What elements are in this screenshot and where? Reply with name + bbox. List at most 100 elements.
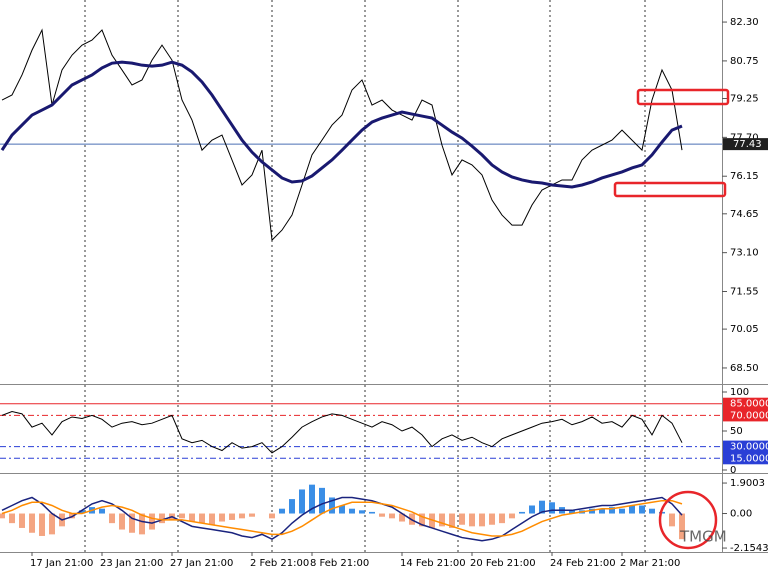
histogram-bar xyxy=(249,513,255,517)
highlight-box xyxy=(613,181,727,198)
histogram-bar xyxy=(289,499,295,514)
histogram-bar xyxy=(189,513,195,522)
histogram-bar xyxy=(9,513,15,524)
panel-borders xyxy=(0,0,768,553)
level-label: 15.0000 xyxy=(730,453,768,464)
histogram-bar xyxy=(499,513,505,524)
histogram-bar xyxy=(459,513,465,525)
histogram-bar xyxy=(599,508,605,514)
panel xyxy=(0,28,722,242)
histogram-bar xyxy=(99,508,105,514)
level-label-box xyxy=(723,397,768,410)
histogram-bar xyxy=(309,484,315,514)
histogram-bar xyxy=(339,505,345,514)
histogram-bar xyxy=(149,513,155,530)
histogram-bar xyxy=(389,513,395,519)
histogram-bar xyxy=(29,513,35,533)
line-series xyxy=(0,60,683,189)
histogram-bar xyxy=(509,513,515,519)
current-price-box xyxy=(723,138,768,151)
y-tick-label: 73.10 xyxy=(730,248,759,259)
panel xyxy=(0,403,722,459)
histogram-bar xyxy=(369,511,375,514)
y-tick-label: -2.1543 xyxy=(730,543,768,554)
y-tick-label: 77.70 xyxy=(730,132,759,143)
histogram-bar xyxy=(469,513,475,527)
line-series xyxy=(1,496,683,542)
line-series xyxy=(1,499,683,537)
histogram-bar xyxy=(39,513,45,536)
histogram-bar xyxy=(489,513,495,525)
histogram-bar xyxy=(429,513,435,528)
y-tick-label: 68.50 xyxy=(730,363,759,374)
histogram-bar xyxy=(239,513,245,519)
x-tick-label: 2 Feb 21:00 xyxy=(250,558,309,569)
price-axis: 82.30 80.75 79.25 77.70 76.15 74.65 73.10 71.55… xyxy=(722,17,768,374)
histogram-bar xyxy=(609,507,615,514)
histogram-bar xyxy=(639,505,645,514)
day-separators xyxy=(84,0,646,552)
watermark: TMGM xyxy=(679,528,727,546)
histogram-bar xyxy=(219,513,225,522)
histogram-bar xyxy=(399,513,405,522)
histogram-bar xyxy=(129,513,135,533)
y-tick-label: 80.75 xyxy=(730,56,759,67)
histogram-bar xyxy=(299,489,305,514)
level-label: 70.0000 xyxy=(730,410,768,421)
y-tick-label: 74.65 xyxy=(730,209,759,220)
x-tick-label: 24 Feb 21:00 xyxy=(550,558,616,569)
histogram-bar xyxy=(329,497,335,514)
level-label-box xyxy=(723,452,768,465)
y-tick-label: 0.00 xyxy=(730,509,752,520)
histogram-bar xyxy=(359,510,365,514)
histogram-bar xyxy=(109,513,115,524)
y-tick-label: 100 xyxy=(730,387,749,398)
histogram-bar xyxy=(119,513,125,530)
histogram-bar xyxy=(0,513,5,519)
x-tick-label: 20 Feb 21:00 xyxy=(470,558,536,569)
histogram-bar xyxy=(549,502,555,514)
level-label: 85.0000 xyxy=(730,399,768,410)
x-tick-label: 14 Feb 21:00 xyxy=(400,558,466,569)
y-tick-label: 76.15 xyxy=(730,171,759,182)
highlight-box xyxy=(636,88,730,106)
histogram-bar xyxy=(19,513,25,528)
y-tick-label: 79.25 xyxy=(730,94,759,105)
histogram-bar xyxy=(49,513,55,535)
y-tick-label: 1.9003 xyxy=(730,478,765,489)
histogram-bar xyxy=(649,508,655,514)
histogram-bar xyxy=(379,513,385,517)
panel xyxy=(0,484,685,542)
histogram-bar xyxy=(619,508,625,514)
x-tick-label: 27 Jan 21:00 xyxy=(170,558,233,569)
histogram-bar xyxy=(209,513,215,525)
histogram-bar xyxy=(629,505,635,514)
histogram-bar xyxy=(319,487,325,514)
histogram-bar xyxy=(479,513,485,527)
price-axis: 1.9003 0.00 -2.1543 xyxy=(722,478,768,554)
y-tick-label: 50 xyxy=(730,426,743,437)
level-label: 30.0000 xyxy=(730,442,768,453)
histogram-bar xyxy=(199,513,205,524)
highlight-circle xyxy=(658,490,718,550)
current-price-label: 77.43 xyxy=(733,139,762,150)
histogram-bar xyxy=(419,513,425,527)
x-tick-label: 17 Jan 21:00 xyxy=(30,558,93,569)
level-label-box xyxy=(723,409,768,422)
histogram-bar xyxy=(279,508,285,514)
line-series xyxy=(1,410,683,454)
histogram-bar xyxy=(269,513,275,519)
x-tick-label: 8 Feb 21:00 xyxy=(310,558,369,569)
histogram-bar xyxy=(519,511,525,514)
line-series xyxy=(1,28,683,242)
histogram-bar xyxy=(589,508,595,514)
histogram-bar xyxy=(439,513,445,527)
histogram-bar xyxy=(539,500,545,514)
histogram-bar xyxy=(449,513,455,528)
highlights xyxy=(613,88,730,550)
histogram-bar xyxy=(159,513,165,524)
histogram-bar xyxy=(179,513,185,519)
x-tick-label: 2 Mar 21:00 xyxy=(620,558,680,569)
